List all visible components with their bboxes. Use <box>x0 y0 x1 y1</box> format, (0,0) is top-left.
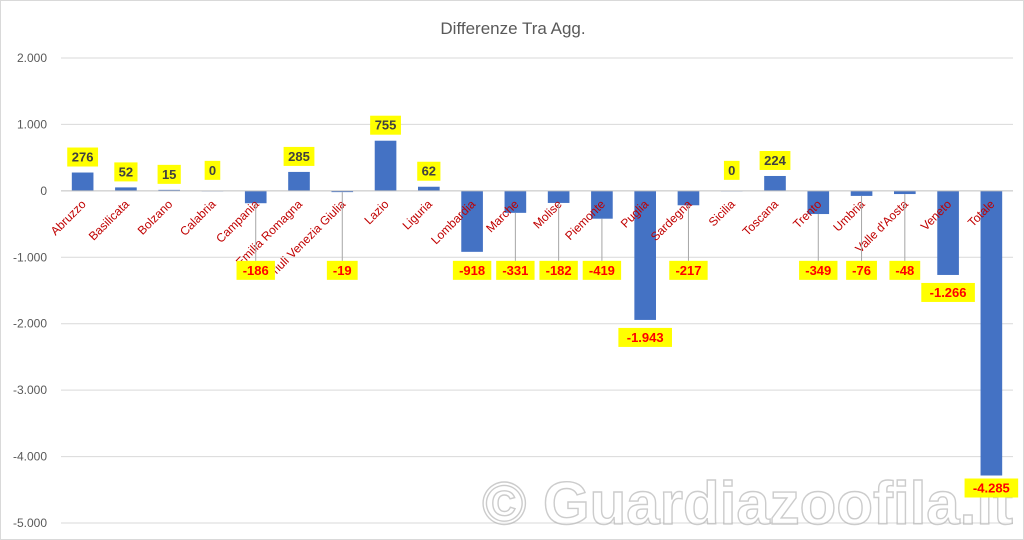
bar <box>850 190 873 196</box>
category-label: Umbria <box>830 197 867 234</box>
category-label: Calabria <box>177 197 219 239</box>
data-label-background <box>67 147 99 167</box>
data-label: 62 <box>422 164 436 179</box>
bar <box>288 171 310 191</box>
bar <box>764 175 786 191</box>
data-label: 276 <box>72 150 94 165</box>
category-label: Piemonte <box>562 197 608 243</box>
y-tick-label: -2.000 <box>13 317 47 331</box>
data-label-background <box>618 327 672 347</box>
data-label-background <box>326 260 358 280</box>
y-tick-label: -5.000 <box>13 516 47 530</box>
chart-title: Differenze Tra Agg. <box>440 19 585 38</box>
category-label: Basilicata <box>86 197 132 243</box>
data-label-background <box>370 115 401 135</box>
data-label: -48 <box>895 263 914 278</box>
data-label-background <box>669 260 708 280</box>
data-label: -217 <box>675 263 701 278</box>
gridlines <box>61 57 1013 524</box>
data-label-background <box>417 161 441 181</box>
data-label-background <box>157 164 181 184</box>
data-label: 0 <box>728 163 735 178</box>
bar <box>71 172 94 191</box>
category-label: Abruzzo <box>48 197 89 238</box>
data-label: 0 <box>209 163 216 178</box>
watermark: © Guardiazoofila.it <box>482 470 1013 537</box>
bar <box>677 190 700 206</box>
data-label-background <box>582 260 622 280</box>
data-label: 285 <box>288 149 310 164</box>
data-label: -349 <box>805 263 831 278</box>
data-label: -186 <box>243 263 269 278</box>
category-label: Toscana <box>740 197 782 239</box>
bar <box>894 190 916 195</box>
y-tick-label: -4.000 <box>13 450 47 464</box>
data-label: -918 <box>459 263 485 278</box>
data-label-background <box>723 160 740 180</box>
y-tick-label: 2.000 <box>17 51 47 65</box>
data-label: -19 <box>333 263 352 278</box>
data-label-background <box>496 260 535 280</box>
data-label-background <box>283 146 315 166</box>
bar <box>807 190 830 215</box>
bar <box>591 190 613 219</box>
data-labels: 276 52 15 0 -186 285 -19 755 62 -918 -331 -182 -419 -… <box>67 115 1019 498</box>
data-label-background <box>236 260 275 280</box>
data-label: -76 <box>852 263 871 278</box>
bar <box>244 190 267 204</box>
data-label-background <box>921 282 975 302</box>
data-label: 224 <box>764 153 786 168</box>
data-label: 15 <box>162 167 176 182</box>
bars <box>71 140 1003 476</box>
data-label: -182 <box>546 263 572 278</box>
category-label: Marche <box>483 197 521 235</box>
bar <box>634 190 656 320</box>
data-label-background <box>964 478 1019 498</box>
data-label-background <box>452 260 492 280</box>
y-tick-label: -1.000 <box>13 250 47 264</box>
data-label-background <box>539 260 578 280</box>
data-label: -1.266 <box>930 285 967 300</box>
data-label-background <box>204 160 221 180</box>
data-label-background <box>846 260 877 280</box>
bar <box>418 186 440 191</box>
bar <box>374 140 397 191</box>
y-tick-label: -3.000 <box>13 383 47 397</box>
y-tick-label: 1.000 <box>17 117 47 131</box>
bar <box>461 190 483 252</box>
category-label: Sicilia <box>706 197 738 229</box>
data-label: -419 <box>589 263 615 278</box>
data-label-background <box>799 260 838 280</box>
data-label: 755 <box>375 118 397 133</box>
bar <box>980 190 1003 476</box>
bar <box>937 190 959 275</box>
y-tick-label: 0 <box>40 184 47 198</box>
data-label-background <box>114 162 138 182</box>
category-label: Lazio <box>361 197 391 227</box>
watermark-layer: © Guardiazoofila.it <box>481 469 1013 537</box>
bar <box>504 190 527 213</box>
data-label: -1.943 <box>627 330 664 345</box>
y-axis: 2.000 1.000 0 -1.000 -2.000 -3.000 -4.000 -5.00… <box>13 51 47 530</box>
category-label: Liguria <box>400 197 436 233</box>
data-label: -331 <box>502 263 528 278</box>
data-label: -4.285 <box>973 481 1010 496</box>
bar <box>115 187 137 191</box>
data-label-background <box>759 150 791 170</box>
bar <box>547 190 570 203</box>
bar <box>331 190 354 193</box>
data-label-background <box>889 260 921 280</box>
category-label: Molise <box>530 197 565 232</box>
data-label: 52 <box>119 164 133 179</box>
category-label: Bolzano <box>135 197 176 238</box>
